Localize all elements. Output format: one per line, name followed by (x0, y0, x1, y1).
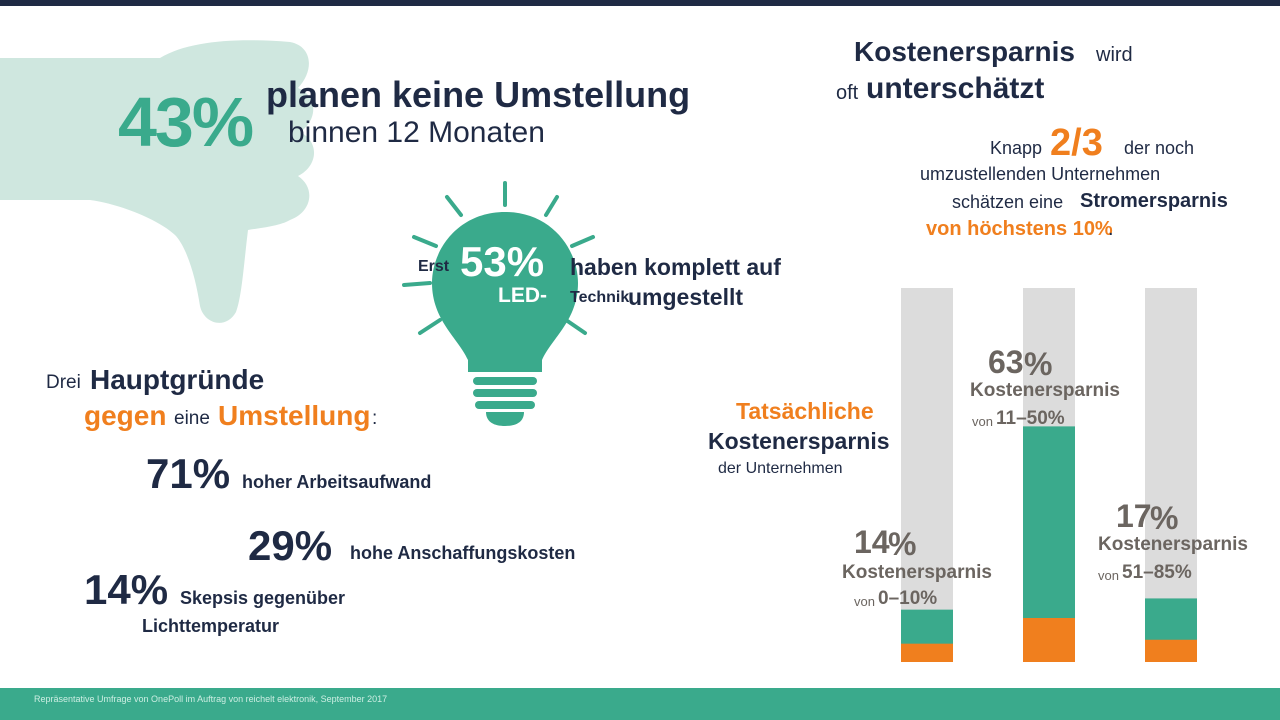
bar-2-value-label: 63 (988, 344, 1024, 380)
footer-bar: Repräsentative Umfrage von OnePoll im Au… (0, 688, 1280, 720)
footer-source: Repräsentative Umfrage von OnePoll im Au… (34, 694, 388, 704)
savings-line3b: Stromersparnis (1080, 190, 1228, 212)
reason-2-percentage: 29% (248, 522, 333, 569)
chart-label-line3: der Unternehmen (718, 460, 843, 477)
reasons-title-umstellung: Umstellung (218, 400, 371, 431)
bar-accent-1 (901, 643, 953, 662)
bulb-led: LED- (498, 284, 547, 307)
reason-3-label: Skepsis gegenüber (180, 588, 346, 608)
savings-der-noch: der noch (1124, 138, 1195, 158)
top-bar (0, 0, 1280, 6)
savings-fraction: 2/3 (1050, 122, 1103, 164)
headline-line2: binnen 12 Monaten (288, 116, 545, 149)
headline-line1: planen keine Umstellung (266, 74, 691, 115)
savings-title-wird: wird (1096, 44, 1133, 66)
savings-line4: von höchstens 10% (926, 218, 1113, 240)
bar-2-category: 11–50% (996, 408, 1065, 429)
bulb-text-line1: haben komplett auf (570, 254, 781, 280)
bulb-percentage: 53% (460, 238, 545, 285)
bar-track-1 (901, 288, 953, 662)
savings-knapp: Knapp (990, 138, 1043, 158)
reason-3-label-line2: Lichttemperatur (142, 616, 280, 636)
bar-3-category: 51–85% (1122, 562, 1192, 583)
reasons-title-colon: : (372, 408, 378, 429)
bar-1-value-label: 14 (854, 524, 890, 560)
reasons-title-drei: Drei (46, 372, 81, 393)
chart-label-line1: Tatsächliche (736, 398, 874, 424)
bulb-technik: Technik (570, 289, 630, 306)
bar-3-value-label: 17 (1116, 498, 1152, 534)
reasons-title-gegen: gegen (84, 400, 167, 431)
savings-dot: . (1108, 218, 1114, 240)
headline-percentage: 43% (118, 83, 254, 161)
bar-3-series-label: Kostenersparnis (1098, 534, 1248, 555)
reason-1-label: hoher Arbeitsaufwand (242, 472, 432, 492)
savings-title-kostenersparnis: Kostenersparnis (854, 36, 1075, 67)
savings-title-unterschaetzt: unterschätzt (866, 72, 1045, 105)
bulb-prefix: Erst (418, 258, 450, 275)
bar-2-unit: % (1024, 346, 1053, 382)
reason-1-percentage: 71% (146, 450, 231, 497)
bar-2-prefix: von (972, 414, 993, 429)
bar-1-unit: % (888, 526, 917, 562)
savings-line2: umzustellenden Unternehmen (920, 164, 1161, 184)
bar-accent-3 (1145, 639, 1197, 662)
reason-2-label: hohe Anschaffungskosten (350, 543, 576, 563)
reasons-title-hauptgruende: Hauptgründe (90, 364, 265, 395)
chart-label-line2: Kostenersparnis (708, 428, 890, 454)
reason-3-percentage: 14% (84, 566, 169, 613)
light-rays-icon (402, 181, 595, 335)
bar-1-series-label: Kostenersparnis (842, 562, 992, 583)
bar-2-series-label: Kostenersparnis (970, 380, 1120, 401)
bar-3-unit: % (1150, 500, 1179, 536)
light-bulb-icon (432, 212, 578, 426)
reasons-title-eine: eine (174, 408, 210, 429)
bar-1-prefix: von (854, 594, 875, 609)
bar-1-category: 0–10% (878, 588, 938, 609)
bar-accent-2 (1023, 618, 1075, 662)
savings-line3a: schätzen eine (952, 192, 1064, 212)
savings-title-oft: oft (836, 82, 859, 104)
bulb-umgestellt: umgestellt (628, 284, 744, 310)
thumbs-down-icon (0, 40, 315, 323)
bar-3-prefix: von (1098, 568, 1119, 583)
